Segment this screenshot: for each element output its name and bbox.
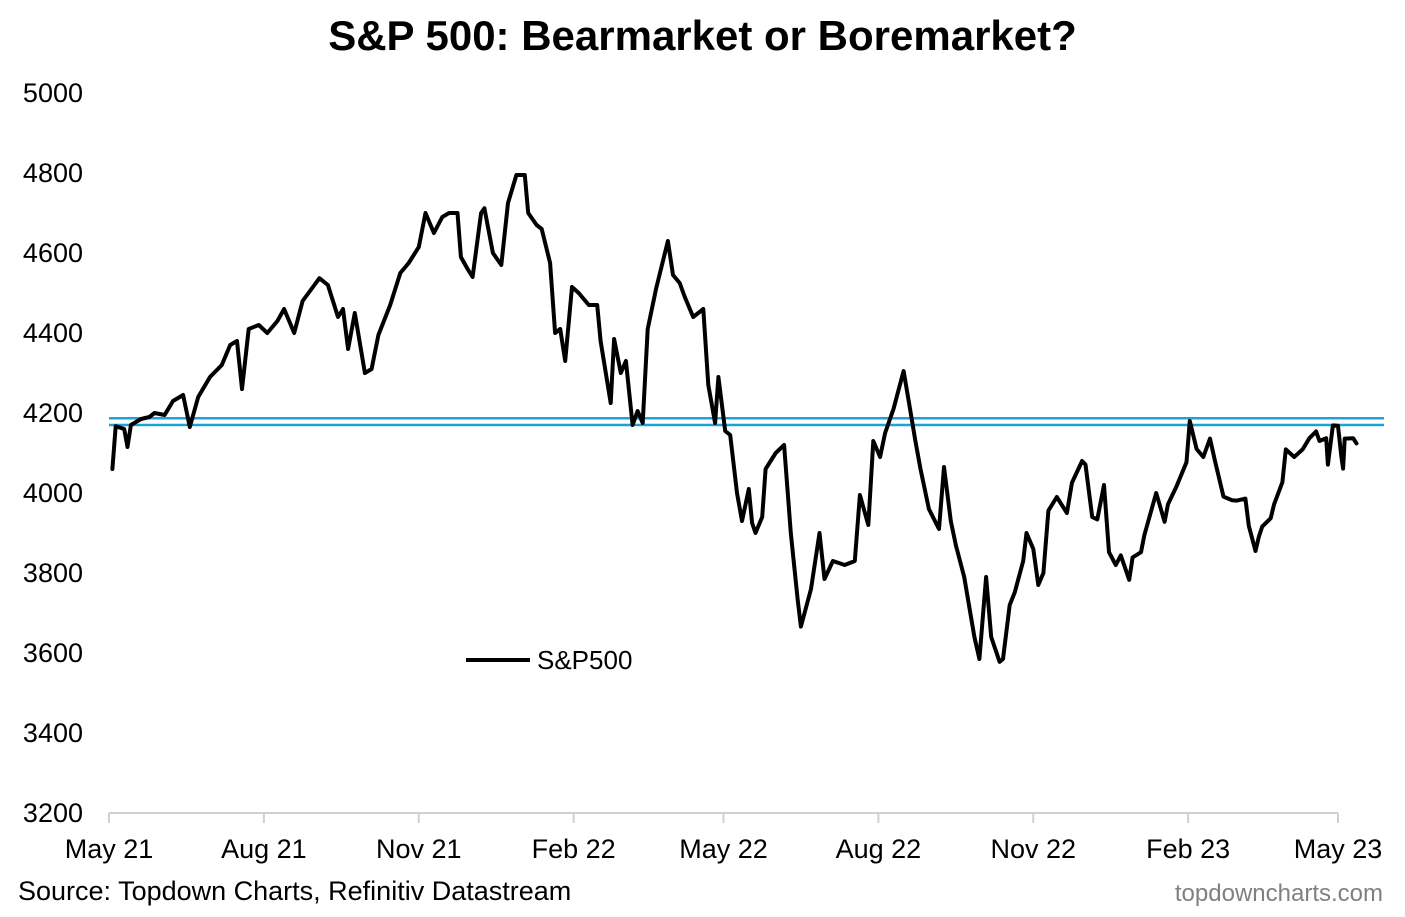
x-tick-label: Nov 21	[376, 834, 462, 864]
y-tick-label: 3800	[23, 558, 83, 588]
series-layer	[110, 173, 1359, 664]
y-axis-tick-labels: 3200 3400 3600 3800 4000 4200 4400 4600 4800 5000	[23, 78, 83, 828]
y-tick-label: 4200	[23, 398, 83, 428]
x-tick-label: May 23	[1294, 834, 1383, 864]
y-tick-label: 3600	[23, 638, 83, 668]
y-tick-label: 4400	[23, 318, 83, 348]
y-tick-label: 4000	[23, 478, 83, 508]
x-tick-label: Aug 21	[221, 834, 307, 864]
watermark: topdowncharts.com	[1174, 880, 1383, 907]
y-tick-label: 3400	[23, 718, 83, 748]
x-axis-ticks: May 21 Aug 21 Nov 21 Feb 22 May 22 Aug 22 Nov …	[65, 813, 1383, 864]
legend: S&P500	[466, 645, 632, 675]
source-note: Source: Topdown Charts, Refinitiv Datast…	[18, 876, 572, 906]
y-tick-label: 5000	[23, 78, 83, 108]
y-tick-label: 4800	[23, 158, 83, 188]
legend-label: S&P500	[537, 645, 632, 675]
x-tick-label: Feb 23	[1146, 834, 1230, 864]
chart-title: S&P 500: Bearmarket or Boremarket?	[328, 12, 1077, 59]
y-tick-label: 4600	[23, 238, 83, 268]
x-tick-label: May 22	[679, 834, 768, 864]
y-tick-label: 3200	[23, 798, 83, 828]
reference-lines	[109, 416, 1384, 427]
series-line-sp500	[110, 173, 1359, 664]
x-tick-label: Aug 22	[836, 834, 922, 864]
x-tick-label: Feb 22	[532, 834, 616, 864]
x-tick-label: May 21	[65, 834, 154, 864]
x-tick-label: Nov 22	[990, 834, 1076, 864]
